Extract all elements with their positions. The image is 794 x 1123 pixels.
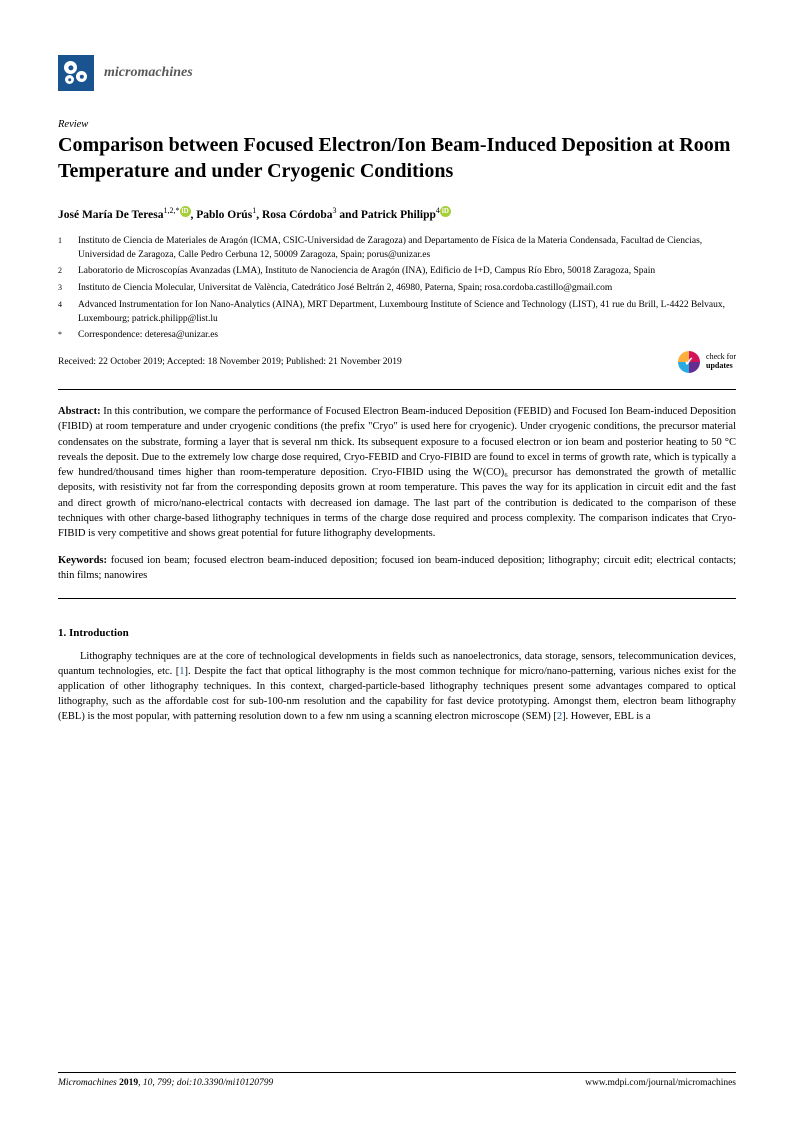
check-for-updates-button[interactable]: check for updates xyxy=(678,351,736,373)
footer-citation: Micromachines 2019, 10, 799; doi:10.3390… xyxy=(58,1078,273,1088)
section-1-heading: 1. Introduction xyxy=(58,627,736,639)
section-1-paragraph: Lithography techniques are at the core o… xyxy=(58,649,736,725)
author-1: José María De Teresa xyxy=(58,209,164,221)
dates-row: Received: 22 October 2019; Accepted: 18 … xyxy=(58,351,736,373)
author-4: Patrick Philipp xyxy=(361,209,436,221)
affiliation-4: 4Advanced Instrumentation for Ion Nano-A… xyxy=(58,299,736,327)
affiliation-3: 3Instituto de Ciencia Molecular, Univers… xyxy=(58,282,736,296)
article-title: Comparison between Focused Electron/Ion … xyxy=(58,132,736,184)
footer-url[interactable]: www.mdpi.com/journal/micromachines xyxy=(585,1078,736,1088)
author-3: Rosa Córdoba xyxy=(262,209,333,221)
affiliations: 1Instituto de Ciencia de Materiales de A… xyxy=(58,235,736,343)
abstract-text: Abstract: In this contribution, we compa… xyxy=(58,404,736,541)
journal-name: micromachines xyxy=(104,65,193,81)
affiliation-1: 1Instituto de Ciencia de Materiales de A… xyxy=(58,235,736,263)
journal-logo-icon xyxy=(58,55,94,91)
affiliation-2: 2Laboratorio de Microscopías Avanzadas (… xyxy=(58,265,736,279)
article-type: Review xyxy=(58,119,736,130)
orcid-icon[interactable]: iD xyxy=(180,206,191,217)
author-2: Pablo Orús xyxy=(196,209,252,221)
page-footer: Micromachines 2019, 10, 799; doi:10.3390… xyxy=(58,1072,736,1088)
check-updates-icon xyxy=(678,351,700,373)
journal-header: micromachines xyxy=(58,55,736,91)
correspondence: *Correspondence: deteresa@unizar.es xyxy=(58,329,736,343)
abstract-block: Abstract: In this contribution, we compa… xyxy=(58,389,736,598)
orcid-icon[interactable]: iD xyxy=(440,206,451,217)
authors-line: José María De Teresa1,2,*iD, Pablo Orús1… xyxy=(58,206,736,221)
keywords: Keywords: focused ion beam; focused elec… xyxy=(58,553,736,583)
publication-dates: Received: 22 October 2019; Accepted: 18 … xyxy=(58,357,402,367)
